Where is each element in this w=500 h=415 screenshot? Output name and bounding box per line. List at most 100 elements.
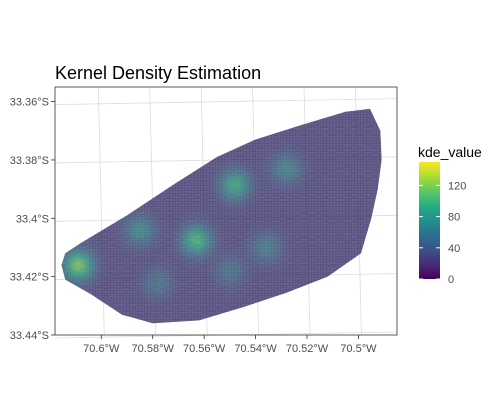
density-cell <box>132 216 136 220</box>
density-cell <box>209 285 213 289</box>
density-cell <box>175 285 179 289</box>
density-cell <box>138 245 142 249</box>
density-cell <box>181 292 185 297</box>
density-cell <box>147 232 152 236</box>
density-cell <box>135 277 139 281</box>
density-cell <box>193 243 198 247</box>
density-cell <box>175 203 179 207</box>
density-cell <box>113 303 118 307</box>
density-cell <box>110 243 115 247</box>
density-cell <box>181 266 185 270</box>
density-cell <box>178 208 182 212</box>
density-cell <box>196 208 201 212</box>
density-cell <box>141 227 145 231</box>
density-cell <box>166 219 170 223</box>
density-cell <box>209 214 213 218</box>
density-cell <box>169 222 173 226</box>
density-cell <box>212 208 216 212</box>
density-cell <box>203 290 207 294</box>
density-cell <box>138 279 142 283</box>
density-cell <box>156 224 161 228</box>
density-cell <box>212 240 216 244</box>
density-cell <box>104 264 108 268</box>
density-cell <box>206 258 210 262</box>
density-cell <box>181 274 185 278</box>
density-cell <box>70 271 74 276</box>
density-cell <box>135 232 139 236</box>
density-cell <box>163 287 167 291</box>
density-cell <box>153 222 158 226</box>
density-cell <box>85 290 90 294</box>
density-cell <box>163 258 167 262</box>
density-cell <box>169 266 173 270</box>
density-cell <box>166 187 170 191</box>
density-cell <box>141 269 145 273</box>
density-cell <box>206 274 210 278</box>
density-cell <box>175 237 179 241</box>
density-cell <box>181 287 185 291</box>
density-cell <box>169 277 173 281</box>
density-cell <box>200 195 204 199</box>
density-cell <box>206 245 210 249</box>
density-cell <box>212 232 216 236</box>
density-cell <box>116 274 121 278</box>
density-cell <box>110 277 115 281</box>
density-cell <box>85 282 90 286</box>
density-cell <box>209 240 213 244</box>
density-cell <box>64 258 68 262</box>
density-cell <box>215 250 219 254</box>
density-cell <box>92 256 96 260</box>
density-cell <box>212 177 216 181</box>
density-cell <box>144 287 148 291</box>
density-cell <box>178 274 182 278</box>
density-cell <box>181 211 185 215</box>
density-cell <box>159 193 164 197</box>
density-cell <box>184 277 189 281</box>
density-cell <box>206 295 210 299</box>
density-cell <box>119 287 124 291</box>
density-cell <box>144 208 148 212</box>
density-cell <box>181 243 185 247</box>
density-cell <box>147 313 152 318</box>
density-cell <box>129 216 133 220</box>
density-cell <box>147 248 152 252</box>
density-cell <box>169 282 173 286</box>
density-cell <box>156 235 161 239</box>
density-cell <box>209 292 213 297</box>
density-cell <box>175 224 179 228</box>
density-cell <box>166 292 170 297</box>
density-cell <box>190 240 195 244</box>
density-cell <box>92 285 96 289</box>
density-cell <box>125 224 130 228</box>
density-cell <box>88 261 93 265</box>
density-cell <box>129 298 133 302</box>
density-cell <box>122 295 127 299</box>
density-cell <box>150 321 155 324</box>
density-cell <box>206 164 210 168</box>
density-cell <box>200 227 204 231</box>
density-cell <box>98 237 102 241</box>
density-cell <box>203 243 207 247</box>
density-cell <box>166 271 170 276</box>
density-cell <box>122 285 127 289</box>
density-cell <box>88 256 93 260</box>
density-cell <box>92 248 96 252</box>
density-cell <box>169 219 173 223</box>
density-cell <box>193 198 198 202</box>
density-cell <box>141 229 145 233</box>
density-cell <box>187 261 192 265</box>
density-cell <box>200 266 204 270</box>
density-cell <box>135 250 139 254</box>
density-cell <box>101 266 105 270</box>
density-cell <box>135 211 139 215</box>
density-cell <box>101 243 105 247</box>
density-cell <box>196 172 201 176</box>
density-cell <box>163 235 167 239</box>
density-cell <box>147 269 152 273</box>
density-cell <box>212 292 216 297</box>
density-cell <box>209 164 213 168</box>
density-cell <box>166 208 170 212</box>
density-cell <box>212 300 216 304</box>
density-cell <box>88 258 93 262</box>
density-cell <box>92 258 96 262</box>
